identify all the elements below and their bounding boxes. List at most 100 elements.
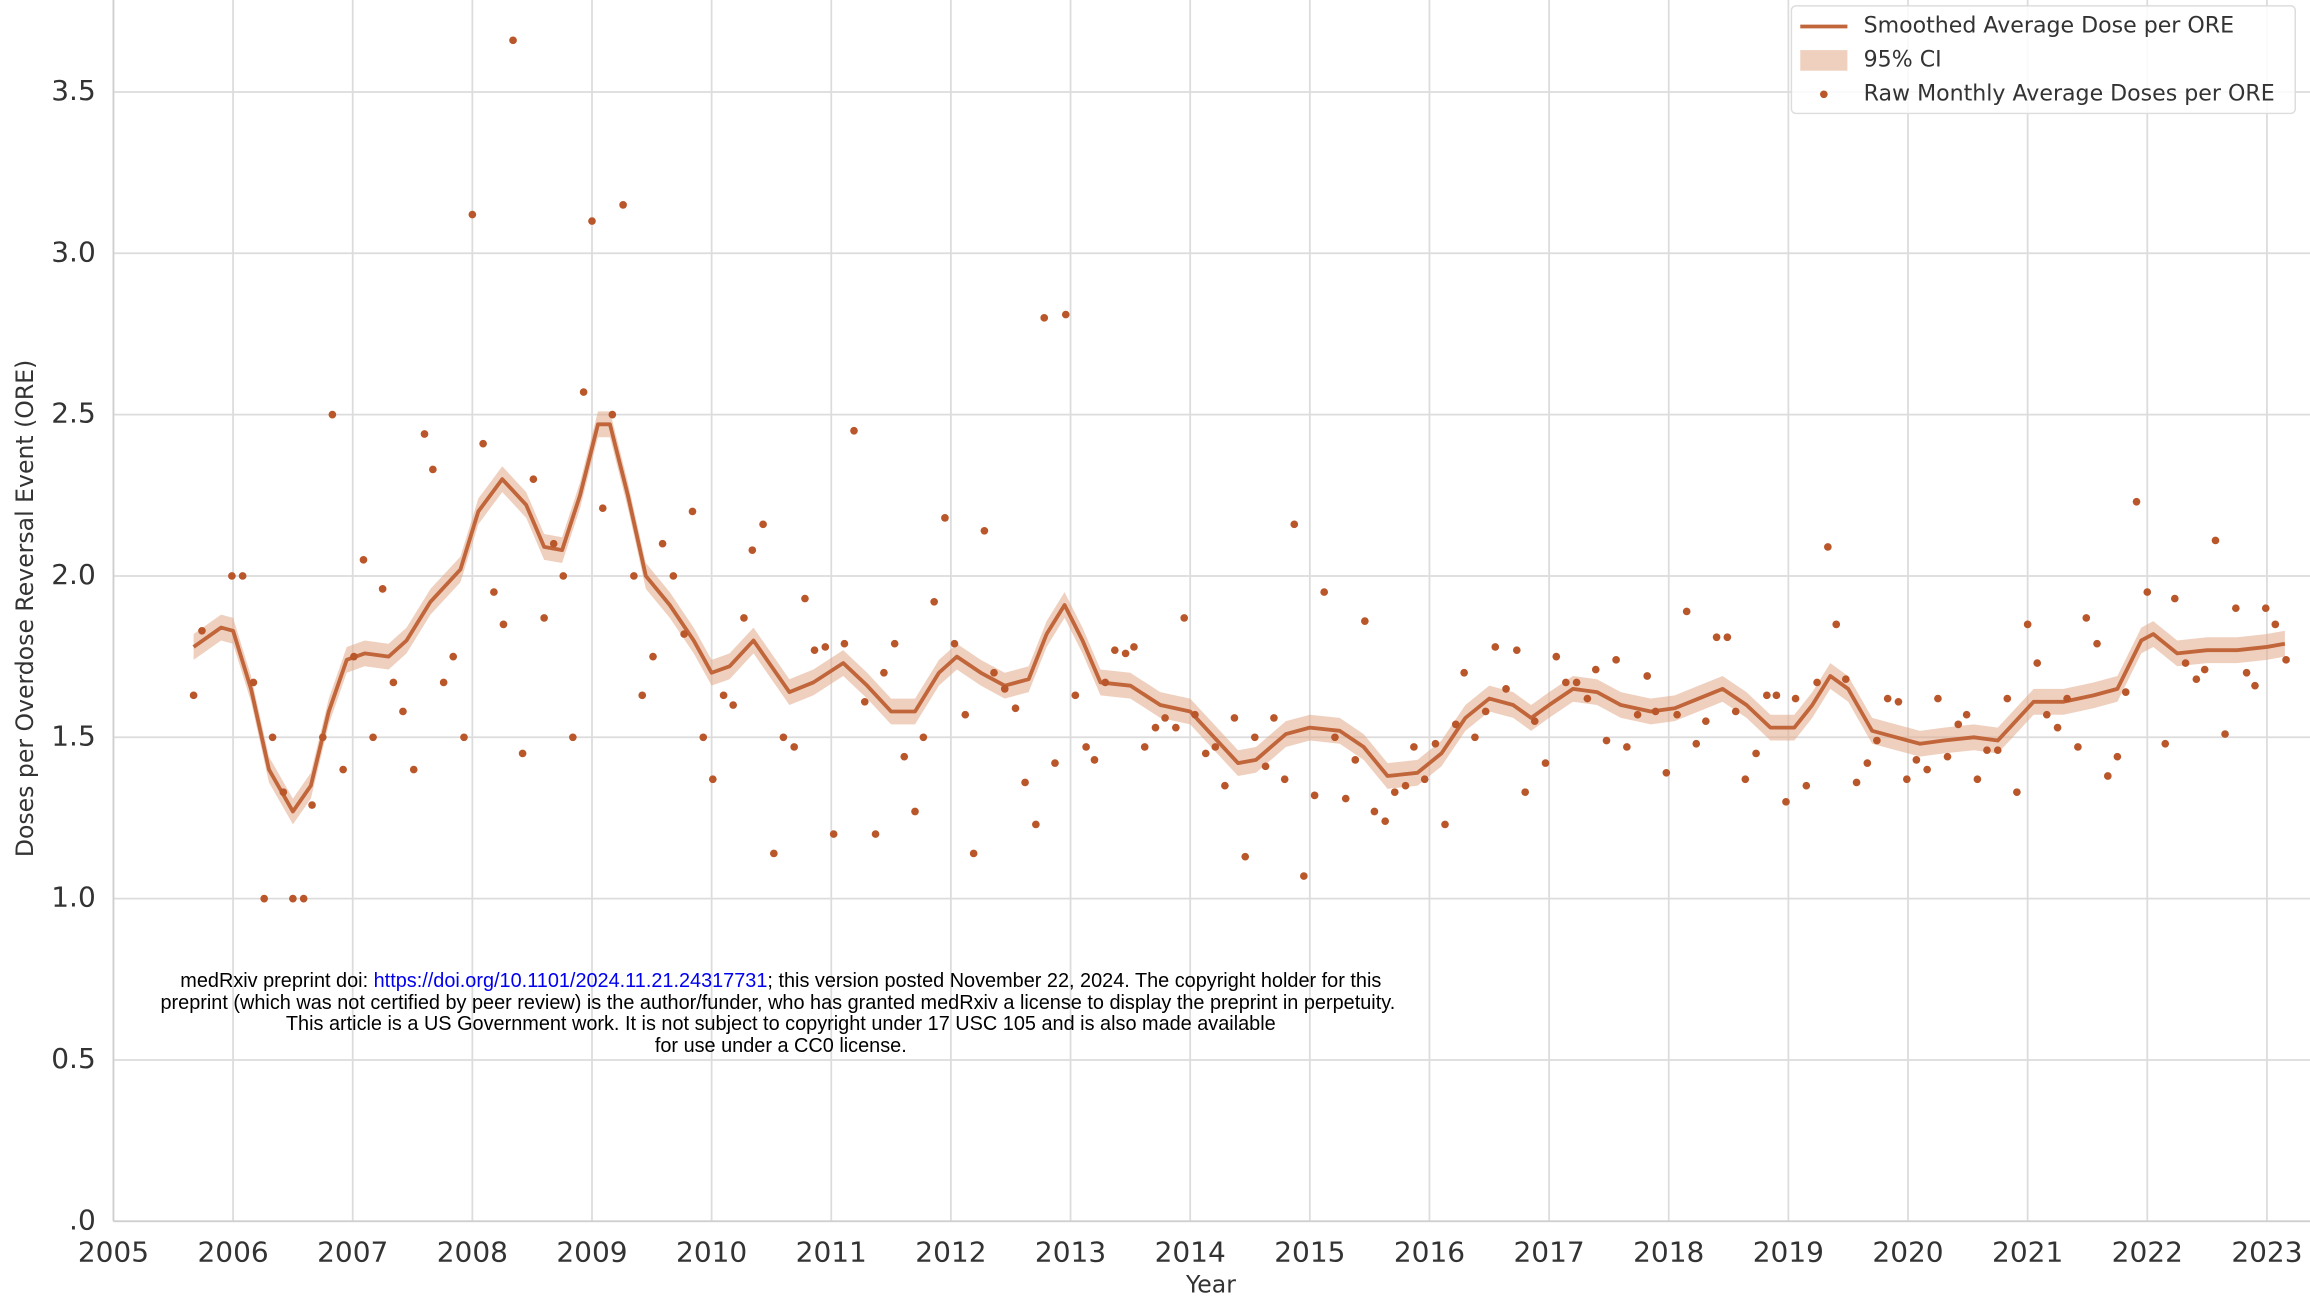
scatter-point [1923, 765, 1931, 774]
scatter-point [429, 465, 437, 474]
scatter-point [719, 691, 728, 700]
scatter-point [2170, 594, 2179, 603]
scatter-point [680, 630, 688, 638]
scatter-point [1110, 646, 1119, 655]
scatter-point [980, 526, 989, 535]
watermark-line: This article is a US Government work. It… [286, 1013, 1276, 1035]
y-tick-label: 1.5 [51, 719, 96, 752]
scatter-point [1852, 778, 1861, 787]
y-tick-label: 0.5 [51, 1042, 96, 1075]
watermark-line: for use under a CC0 license. [655, 1035, 907, 1057]
scatter-point [2033, 659, 2042, 667]
scatter-point [950, 639, 959, 648]
scatter-point [2063, 694, 2071, 703]
legend-swatch [1820, 90, 1828, 99]
scatter-point [2200, 665, 2209, 674]
x-tick-label: 2005 [78, 1236, 149, 1269]
scatter-point [1420, 775, 1429, 784]
scatter-point [748, 546, 757, 554]
scatter-point [941, 514, 949, 522]
scatter-point [829, 830, 838, 838]
scatter-point [228, 572, 236, 580]
scatter-point [350, 652, 358, 661]
scatter-point [1201, 749, 1210, 758]
scatter-point [1180, 614, 1189, 622]
scatter-point [2103, 772, 2112, 780]
scatter-point [540, 614, 548, 622]
scatter-point [1912, 756, 1921, 764]
scatter-point [1863, 759, 1872, 767]
scatter-point [2161, 739, 2170, 748]
scatter-point [1230, 714, 1239, 722]
scatter-point [699, 733, 708, 742]
scatter-point [801, 594, 809, 603]
scatter-point [1662, 768, 1671, 777]
scatter-point [1351, 756, 1360, 764]
x-tick-label: 2013 [1035, 1236, 1106, 1269]
x-tick-label: 2020 [1872, 1236, 1943, 1269]
scatter-point [1902, 775, 1911, 784]
scatter-point [1731, 707, 1740, 716]
scatter-point [1623, 743, 1631, 751]
scatter-point [1651, 707, 1660, 716]
scatter-point [1061, 310, 1070, 319]
legend-box [1790, 5, 2297, 115]
scatter-point [619, 201, 627, 209]
scatter-point [961, 710, 970, 719]
x-tick-label: 2007 [317, 1236, 388, 1269]
scatter-point [1361, 617, 1369, 625]
scatter-point [1701, 717, 1710, 725]
scatter-point [1673, 710, 1681, 719]
scatter-point [1530, 717, 1539, 725]
scatter-point [1140, 743, 1149, 751]
scatter-point [479, 439, 487, 448]
x-tick-label: 2015 [1274, 1236, 1345, 1269]
scatter-point [850, 426, 858, 435]
scatter-point [1090, 756, 1099, 764]
scatter-point [1021, 778, 1029, 787]
scatter-point [1741, 775, 1750, 784]
scatter-point [1993, 746, 2002, 755]
scatter-point [900, 752, 909, 761]
scatter-point [1832, 620, 1841, 629]
scatter-point [919, 733, 928, 742]
scatter-point [1752, 749, 1760, 758]
scatter-point [821, 643, 830, 651]
scatter-point [1011, 704, 1020, 713]
scatter-point [1451, 720, 1460, 729]
grid [112, 0, 2310, 1223]
scatter-point [2261, 604, 2270, 613]
scatter-point [1151, 723, 1160, 732]
scatter-point [339, 765, 347, 774]
x-tick-label: 2016 [1394, 1236, 1465, 1269]
scatter-point [1401, 781, 1410, 790]
watermark-line: medRxiv preprint doi: https://doi.org/10… [180, 970, 1381, 992]
watermark-link[interactable]: https://doi.org/10.1101/2024.11.21.24317… [374, 970, 768, 992]
scatter-point [1481, 707, 1490, 716]
scatter-point [1973, 775, 1982, 784]
scatter-point [1521, 788, 1530, 796]
scatter-point [2121, 688, 2130, 696]
x-tick-label: 2008 [437, 1236, 508, 1269]
scatter-point [2113, 752, 2122, 761]
scatter-point [1341, 794, 1350, 803]
scatter-point [1824, 543, 1832, 551]
scatter-point [1040, 313, 1049, 322]
scatter-point [279, 788, 288, 796]
scatter-point [2013, 788, 2021, 796]
scatter-point [1130, 643, 1138, 651]
scatter-point [860, 697, 869, 706]
scatter-point [2231, 604, 2240, 613]
watermark-text: medRxiv preprint doi: [180, 970, 373, 992]
scatter-point [1552, 652, 1561, 661]
y-tick-label: 2.5 [51, 397, 96, 430]
watermark-text: ; this version posted November 22, 2024.… [767, 970, 1381, 992]
scatter-point [649, 652, 657, 661]
scatter-point [2242, 668, 2251, 677]
scatter-point [518, 749, 527, 758]
scatter-point [1101, 678, 1110, 687]
scatter-point [1983, 746, 1991, 755]
scatter-point [449, 652, 458, 661]
scatter-point [1241, 852, 1250, 861]
